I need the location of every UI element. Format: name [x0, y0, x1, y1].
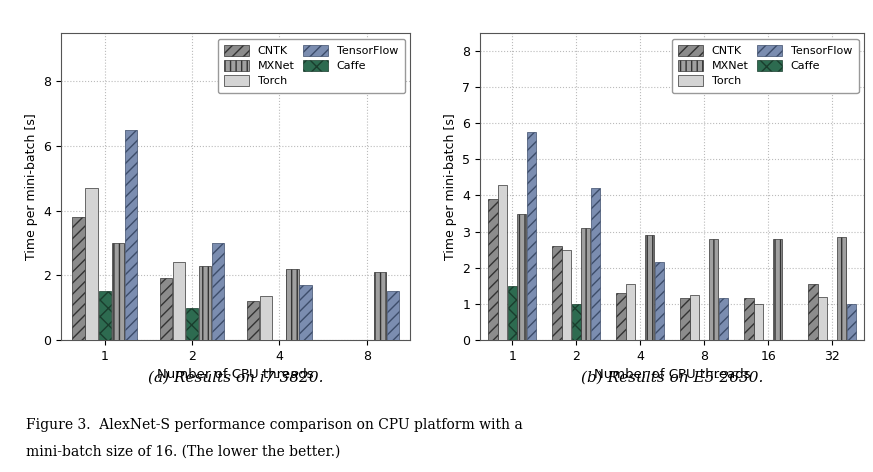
Text: Figure 3.  AlexNet-S performance comparison on CPU platform with a: Figure 3. AlexNet-S performance comparis… [26, 418, 523, 432]
Bar [709, 239, 718, 340]
Bar [160, 278, 172, 340]
Bar [837, 237, 847, 340]
Bar [125, 130, 137, 340]
Bar [818, 296, 828, 340]
Bar [655, 262, 664, 340]
Bar [299, 285, 312, 340]
Bar [645, 235, 655, 340]
Bar [572, 304, 581, 340]
Bar [690, 295, 699, 340]
Legend: CNTK, MXNet, Torch, TensorFlow, Caffe: CNTK, MXNet, Torch, TensorFlow, Caffe [671, 39, 859, 93]
Bar [680, 298, 690, 340]
X-axis label: Number of CPU threads: Number of CPU threads [594, 368, 751, 381]
Bar [488, 199, 498, 340]
Bar [86, 188, 98, 340]
Bar [387, 291, 399, 340]
Bar [186, 308, 198, 340]
Bar [581, 228, 590, 340]
Bar [591, 188, 600, 340]
Bar [626, 284, 636, 340]
Bar [498, 185, 507, 340]
Bar [507, 286, 517, 340]
Bar [247, 301, 259, 340]
Bar [616, 293, 626, 340]
Bar [773, 239, 782, 340]
Y-axis label: Time per mini-batch [s]: Time per mini-batch [s] [24, 113, 38, 260]
Bar [260, 296, 272, 340]
Bar [286, 269, 299, 340]
Bar [847, 304, 856, 340]
Bar [517, 213, 526, 340]
Bar [173, 262, 185, 340]
Bar [808, 284, 818, 340]
Bar [99, 291, 111, 340]
Legend: CNTK, MXNet, Torch, TensorFlow, Caffe: CNTK, MXNet, Torch, TensorFlow, Caffe [217, 39, 405, 93]
Text: (b) Results on E5-2630.: (b) Results on E5-2630. [581, 371, 763, 385]
Bar [212, 243, 224, 340]
Bar [526, 132, 536, 340]
Bar [754, 304, 763, 340]
Bar [374, 272, 386, 340]
Y-axis label: Time per mini-batch [s]: Time per mini-batch [s] [443, 113, 457, 260]
Bar [112, 243, 124, 340]
Bar [199, 266, 211, 340]
Bar [553, 246, 561, 340]
Text: (a) Results on i7-3820.: (a) Results on i7-3820. [148, 371, 324, 385]
Bar [562, 250, 571, 340]
Text: mini-batch size of 16. (The lower the better.): mini-batch size of 16. (The lower the be… [26, 445, 340, 459]
Bar [72, 217, 85, 340]
Bar [718, 298, 728, 340]
Bar [745, 298, 753, 340]
X-axis label: Number of CPU threads: Number of CPU threads [157, 368, 314, 381]
